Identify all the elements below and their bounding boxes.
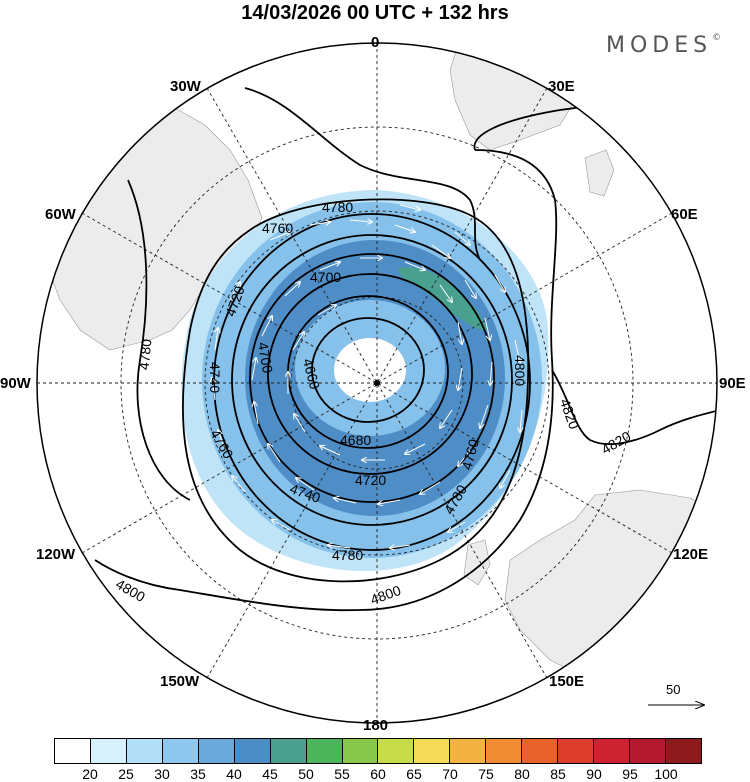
australia	[504, 489, 717, 691]
colorbar-cell	[162, 739, 199, 763]
colorbar-tick-label: 70	[442, 766, 458, 782]
contour-label: 4760	[458, 437, 482, 471]
longitude-label-90w: 90W	[0, 375, 31, 392]
colorbar-tick-label: 60	[370, 766, 386, 782]
colorbar-cell	[378, 739, 415, 763]
colorbar-cell	[522, 739, 559, 763]
contour-label: 4800	[512, 355, 528, 386]
contour-label: 4720	[355, 472, 386, 488]
colorbar-tick-label: 85	[550, 766, 566, 782]
colorbar-cell	[126, 739, 163, 763]
colorbar-cell	[90, 739, 127, 763]
contour-label: 4760	[262, 220, 293, 236]
colorbar-cell	[234, 739, 271, 763]
wind-vectors	[212, 204, 522, 548]
contour-label: 4800	[113, 576, 148, 606]
contour-label: 4780	[322, 199, 353, 215]
colorbar-tick-label: 95	[622, 766, 638, 782]
contour-4780-outer	[127, 87, 481, 501]
map-boundary	[36, 42, 718, 724]
colorbar-tick-label: 30	[154, 766, 170, 782]
colorbar-cell	[630, 739, 666, 763]
contour-label: 4820	[557, 396, 583, 431]
longitude-label-90e: 90E	[719, 375, 746, 392]
longitude-label-30w: 30W	[170, 78, 201, 95]
longitude-label-30e: 30E	[548, 78, 575, 95]
wind-jet-green	[398, 267, 488, 331]
longitude-label-180: 180	[363, 717, 389, 734]
contour-4740	[231, 234, 513, 526]
contour-4800	[94, 149, 558, 612]
longitude-label-150w: 150W	[160, 673, 200, 690]
colorbar-cell	[198, 739, 235, 763]
longitude-label-60e: 60E	[671, 206, 698, 223]
contour-label: 4700	[255, 341, 276, 375]
colorbar-ticks: 20 25 30 35 40 45 50 55 60 65 70 75 80 85 90 95 100	[54, 766, 702, 782]
colorbar-tick-label: 25	[118, 766, 134, 782]
brand-logo: MODES©	[606, 33, 722, 58]
colorbar-cell	[558, 739, 595, 763]
colorbar-cell	[342, 739, 379, 763]
colorbar-tick-label: 40	[226, 766, 242, 782]
longitude-label-0: 0	[371, 34, 380, 51]
madagascar	[584, 149, 615, 197]
longitude-label-120e: 120E	[673, 546, 709, 563]
contour-4780	[181, 198, 530, 583]
colorbar-cell	[414, 739, 451, 763]
contour-label: 4780	[136, 338, 155, 371]
colorbar-tick-label: 100	[654, 766, 678, 782]
colorbar-tick-label: 90	[586, 766, 602, 782]
south-pole-marker	[374, 380, 380, 386]
colorbar-tick-label: 65	[406, 766, 422, 782]
colorbar-cell	[594, 739, 630, 763]
contour-4720	[249, 253, 495, 503]
contour-4700	[267, 273, 473, 475]
contour-4820	[551, 369, 717, 445]
contour-label: 4660	[300, 357, 324, 391]
longitude-label-150e: 150E	[549, 673, 585, 690]
colorbar-cell	[665, 739, 701, 763]
colorbar-cell	[486, 739, 523, 763]
colorbar-cell	[450, 739, 487, 763]
colorbar-tick-label: 20	[82, 766, 98, 782]
new-zealand	[463, 539, 491, 586]
wind-speed-shading	[181, 190, 549, 572]
colorbar-tick-label: 50	[298, 766, 314, 782]
height-contours	[94, 87, 717, 612]
colorbar-tick-label: 75	[478, 766, 494, 782]
colorbar-tick-label: 45	[262, 766, 278, 782]
contour-label: 4740	[207, 362, 223, 393]
contour-4660	[311, 317, 425, 423]
contour-label: 4700	[310, 269, 341, 285]
contour-label: 4800	[368, 582, 403, 608]
colorbar-tick-label: 35	[190, 766, 206, 782]
contour-label: 4680	[340, 432, 371, 448]
colorbar-cell	[270, 739, 307, 763]
contour-label: 4780	[332, 547, 363, 563]
colorbar-cell	[306, 739, 343, 763]
longitude-label-60w: 60W	[45, 206, 76, 223]
reference-vector-label: 50	[666, 682, 681, 697]
colorbar-tick-label: 80	[514, 766, 530, 782]
longitude-label-120w: 120W	[36, 546, 76, 563]
colorbar	[54, 738, 702, 764]
map-title: 14/03/2026 00 UTC + 132 hrs	[241, 2, 509, 24]
colorbar-cell	[55, 739, 91, 763]
colorbar-tick-label: 55	[334, 766, 350, 782]
